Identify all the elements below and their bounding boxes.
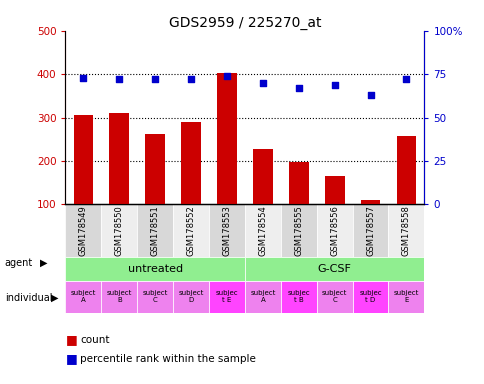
Text: ▶: ▶ xyxy=(51,293,58,303)
Text: subject
C: subject C xyxy=(321,290,347,303)
Text: GSM178558: GSM178558 xyxy=(401,205,410,256)
Bar xyxy=(244,281,280,313)
Text: ■: ■ xyxy=(65,353,77,366)
Bar xyxy=(280,204,316,257)
Bar xyxy=(324,176,344,248)
Point xyxy=(187,76,195,83)
Bar xyxy=(101,204,137,257)
Title: GDS2959 / 225270_at: GDS2959 / 225270_at xyxy=(168,16,320,30)
Bar xyxy=(109,113,129,248)
Bar xyxy=(65,257,244,281)
Text: subjec
t E: subjec t E xyxy=(215,290,238,303)
Bar xyxy=(316,281,352,313)
Point xyxy=(294,85,302,91)
Point xyxy=(366,92,374,98)
Text: GSM178554: GSM178554 xyxy=(258,205,267,256)
Bar xyxy=(65,204,101,257)
Bar xyxy=(244,204,280,257)
Text: GSM178556: GSM178556 xyxy=(330,205,338,256)
Bar xyxy=(253,149,272,248)
Bar xyxy=(388,204,424,257)
Bar xyxy=(388,281,424,313)
Bar xyxy=(244,257,424,281)
Text: subject
B: subject B xyxy=(106,290,132,303)
Point xyxy=(115,76,123,83)
Bar xyxy=(352,204,388,257)
Text: percentile rank within the sample: percentile rank within the sample xyxy=(80,354,256,364)
Text: GSM178550: GSM178550 xyxy=(115,205,123,256)
Bar xyxy=(137,281,173,313)
Bar xyxy=(396,136,415,248)
Bar xyxy=(181,122,200,248)
Text: subject
C: subject C xyxy=(142,290,167,303)
Text: GSM178552: GSM178552 xyxy=(186,205,195,256)
Bar xyxy=(173,204,209,257)
Bar xyxy=(209,281,244,313)
Text: GSM178557: GSM178557 xyxy=(365,205,374,256)
Text: individual: individual xyxy=(5,293,52,303)
Bar xyxy=(173,281,209,313)
Bar xyxy=(360,200,379,248)
Point xyxy=(151,76,159,83)
Text: GSM178553: GSM178553 xyxy=(222,205,231,256)
Text: subject
A: subject A xyxy=(250,290,275,303)
Bar xyxy=(209,204,244,257)
Bar xyxy=(280,281,316,313)
Point xyxy=(402,76,409,83)
Text: GSM178555: GSM178555 xyxy=(294,205,302,256)
Text: count: count xyxy=(80,335,109,345)
Bar xyxy=(145,134,165,248)
Point xyxy=(79,74,87,81)
Bar xyxy=(217,73,236,248)
Bar xyxy=(65,281,101,313)
Text: untreated: untreated xyxy=(127,264,182,274)
Text: subject
E: subject E xyxy=(393,290,418,303)
Bar xyxy=(288,162,308,248)
Bar xyxy=(101,281,137,313)
Text: subject
D: subject D xyxy=(178,290,203,303)
Bar xyxy=(316,204,352,257)
Bar xyxy=(352,281,388,313)
Text: G-CSF: G-CSF xyxy=(317,264,351,274)
Text: GSM178551: GSM178551 xyxy=(151,205,159,256)
Point xyxy=(258,80,266,86)
Text: subjec
t B: subjec t B xyxy=(287,290,309,303)
Text: agent: agent xyxy=(5,258,33,268)
Text: ▶: ▶ xyxy=(40,258,47,268)
Text: subject
A: subject A xyxy=(71,290,96,303)
Text: GSM178549: GSM178549 xyxy=(79,205,88,256)
Point xyxy=(223,73,230,79)
Text: subjec
t D: subjec t D xyxy=(359,290,381,303)
Bar xyxy=(74,115,93,248)
Text: ■: ■ xyxy=(65,333,77,346)
Point xyxy=(330,81,338,88)
Bar xyxy=(137,204,173,257)
